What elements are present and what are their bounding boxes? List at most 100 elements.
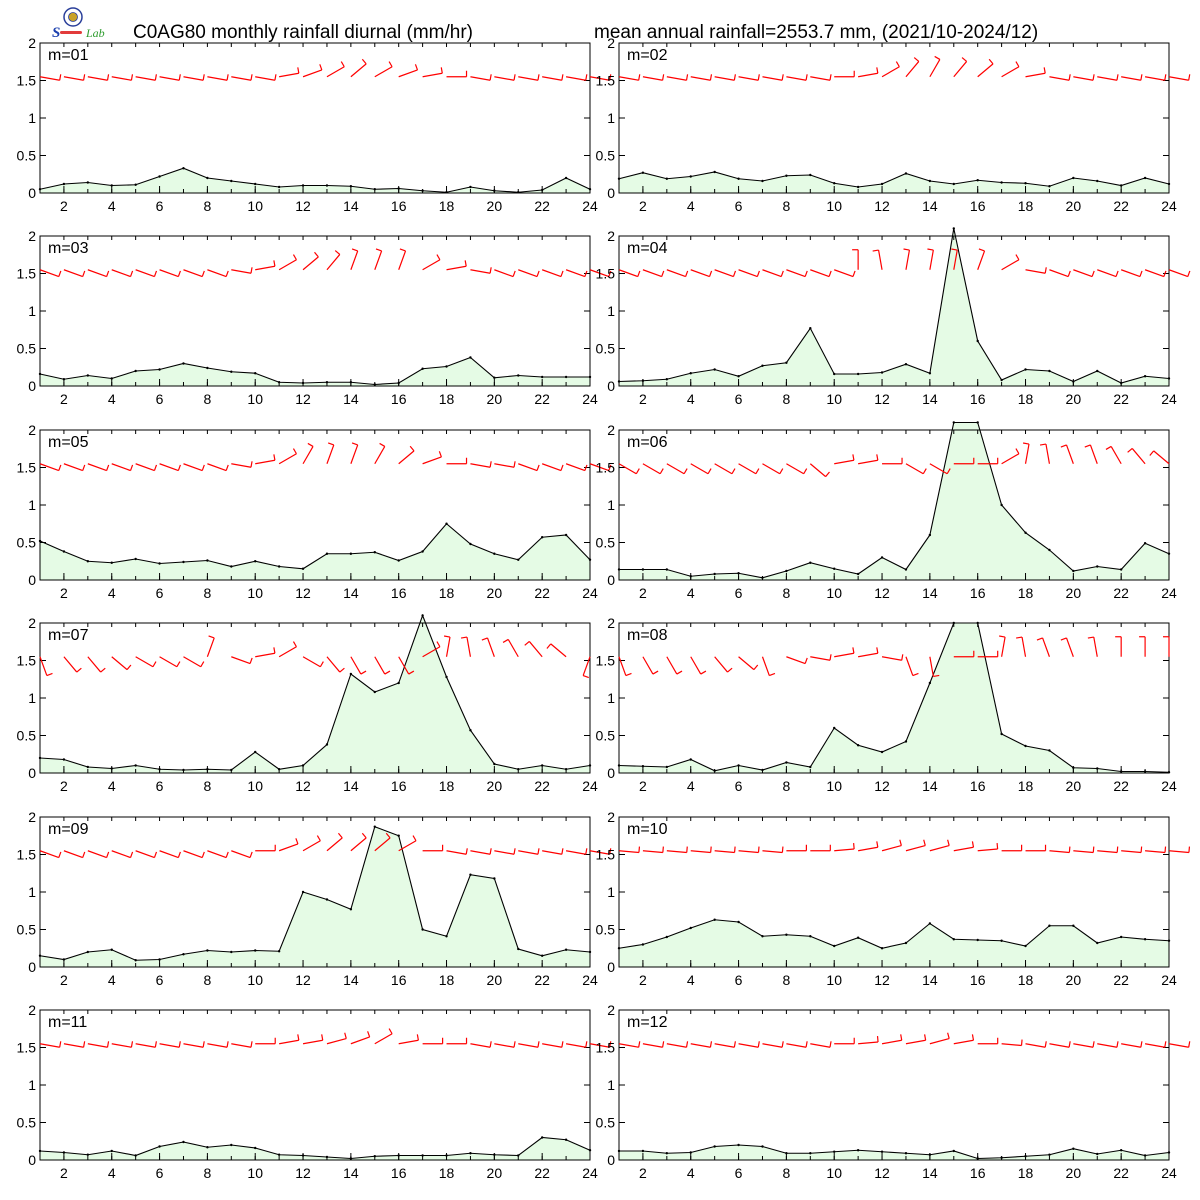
x-tick-label: 20 <box>487 1165 503 1181</box>
wind-barb-feather <box>178 1041 181 1048</box>
rainfall-point <box>976 421 979 424</box>
x-tick-label: 24 <box>582 198 598 214</box>
wind-barb-feather <box>609 74 612 81</box>
wind-barb-feather <box>924 1034 927 1041</box>
wind-barb-feather <box>106 851 110 858</box>
rainfall-area <box>40 826 590 967</box>
rainfall-point <box>1024 944 1027 948</box>
rainfall-point <box>564 1138 568 1141</box>
x-tick-label: 4 <box>108 391 116 407</box>
wind-barb-feather <box>273 454 276 461</box>
x-tick-label: 24 <box>582 1165 598 1181</box>
wind-barb <box>1001 453 1020 465</box>
wind-barb-feather <box>489 74 492 81</box>
x-tick-label: 2 <box>60 391 68 407</box>
wind-barb-feather <box>757 74 760 81</box>
wind-barb-feather <box>201 270 205 277</box>
wind-barb-feather <box>489 1041 492 1048</box>
wind-barb <box>1168 269 1188 278</box>
wind-barb <box>953 249 958 270</box>
wind-barb <box>398 69 418 78</box>
rainfall-point <box>206 176 209 180</box>
wind-barb <box>326 1037 347 1045</box>
wind-barb <box>39 1043 60 1048</box>
wind-barb-feather <box>412 835 417 842</box>
month-label: m=04 <box>627 240 668 257</box>
rainfall-point <box>182 560 185 564</box>
wind-barb <box>470 76 491 81</box>
x-tick-label: 10 <box>826 391 842 407</box>
wind-barb <box>929 844 950 852</box>
month-label: m=05 <box>48 434 89 451</box>
wind-barb-feather <box>805 1041 808 1048</box>
rainfall-point <box>809 561 812 564</box>
rainfall-point <box>880 1150 884 1153</box>
wind-barb <box>159 269 179 278</box>
wind-barb-feather <box>625 672 632 677</box>
y-tick-label: 1.5 <box>17 1040 37 1056</box>
wind-barb <box>470 850 491 855</box>
wind-barb-feather <box>481 637 488 641</box>
x-tick-label: 6 <box>156 198 164 214</box>
wind-barb-feather <box>710 846 712 853</box>
wind-barb <box>278 453 297 465</box>
y-tick-label: 1 <box>28 884 36 900</box>
x-tick-label: 2 <box>60 1165 68 1181</box>
wind-barb <box>618 463 637 475</box>
wind-barb-feather <box>1139 270 1143 277</box>
wind-barb-feather <box>46 672 53 677</box>
rainfall-point <box>928 372 932 375</box>
wind-barb-feather <box>609 848 612 855</box>
rainfall-point <box>880 750 884 754</box>
wind-barb-feather <box>732 270 737 277</box>
wind-barb-feather <box>208 635 215 639</box>
month-label: m=08 <box>627 627 668 644</box>
wind-barb <box>953 61 968 78</box>
wind-barb-feather <box>804 657 808 664</box>
x-tick-label: 2 <box>639 198 647 214</box>
rainfall-point <box>833 944 836 948</box>
rainfall-point <box>713 918 716 921</box>
rainfall-point <box>564 176 568 180</box>
wind-barb-feather <box>327 442 335 446</box>
wind-barb <box>350 656 362 675</box>
wind-barb-feather <box>126 664 132 670</box>
wind-barb-feather <box>292 641 297 648</box>
wind-barb-feather <box>408 670 415 675</box>
rainfall-line <box>619 421 1170 579</box>
wind-barb-feather <box>409 445 415 452</box>
x-tick-label: 24 <box>1161 198 1177 214</box>
y-tick-label: 1.5 <box>17 847 37 863</box>
x-tick-label: 16 <box>391 391 407 407</box>
rainfall-point <box>880 182 884 186</box>
wind-barb <box>1025 269 1046 274</box>
wind-barb <box>87 463 107 472</box>
rainfall-point <box>737 920 740 924</box>
wind-barb <box>714 850 735 854</box>
wind-barb <box>690 1043 711 1048</box>
rainfall-point <box>182 362 185 365</box>
x-tick-label: 6 <box>156 391 164 407</box>
wind-barb-feather <box>852 270 856 277</box>
wind-barb-feather <box>923 839 926 846</box>
wind-barb-feather <box>399 248 406 252</box>
wind-barb <box>326 444 335 464</box>
wind-barb <box>589 1043 610 1048</box>
rainfall-point <box>254 949 257 952</box>
wind-barb <box>589 463 609 472</box>
x-tick-label: 8 <box>782 198 790 214</box>
logo-s-mark: S <box>52 25 60 41</box>
y-tick-label: 1 <box>607 303 615 319</box>
x-tick-label: 8 <box>782 972 790 988</box>
x-tick-label: 10 <box>826 778 842 794</box>
panel-m-02: 00.511.522 4 6 8 10 12 14 16 18 20 22 24m=02 <box>596 35 1191 214</box>
wind-barb-feather <box>1105 445 1112 450</box>
wind-barb <box>302 1039 323 1045</box>
wind-barb-feather <box>912 672 919 677</box>
wind-barb-feather <box>384 670 391 675</box>
wind-barb <box>905 656 914 676</box>
wind-barb <box>1001 636 1006 657</box>
wind-barb <box>302 256 319 271</box>
rainfall-point <box>665 378 669 381</box>
wind-barb <box>63 1043 84 1048</box>
